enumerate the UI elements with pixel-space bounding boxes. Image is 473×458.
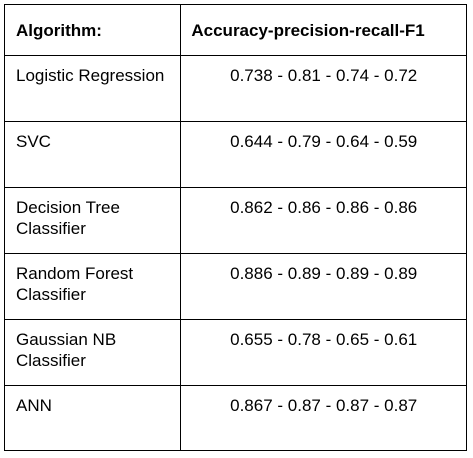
metrics-cell: 0.867 - 0.87 - 0.87 - 0.87 bbox=[180, 385, 467, 451]
metrics-value: 0.886 - 0.89 - 0.89 - 0.89 bbox=[230, 264, 418, 283]
algorithm-header-label: Algorithm: bbox=[16, 21, 102, 40]
algorithm-name: Decision Tree Classifier bbox=[16, 198, 120, 238]
algorithm-name: Logistic Regression bbox=[16, 66, 165, 85]
algorithm-cell: Decision Tree Classifier bbox=[3, 187, 182, 254]
algorithm-name: Gaussian NB Classifier bbox=[16, 330, 117, 370]
metrics-cell: 0.655 - 0.78 - 0.65 - 0.61 bbox=[180, 319, 467, 386]
header-row: Algorithm: Accuracy-precision-recall-F1 bbox=[3, 4, 467, 56]
results-table: Algorithm: Accuracy-precision-recall-F1 … bbox=[3, 4, 467, 451]
metrics-value: 0.738 - 0.81 - 0.74 - 0.72 bbox=[230, 66, 418, 85]
table-row: ANN 0.867 - 0.87 - 0.87 - 0.87 bbox=[3, 385, 467, 451]
metrics-cell: 0.738 - 0.81 - 0.74 - 0.72 bbox=[180, 55, 467, 122]
algorithm-cell: Gaussian NB Classifier bbox=[3, 319, 182, 386]
metrics-header-label: Accuracy-precision-recall-F1 bbox=[191, 21, 425, 40]
algorithm-name: ANN bbox=[16, 396, 52, 415]
algorithm-cell: Random Forest Classifier bbox=[3, 253, 182, 320]
metrics-value: 0.655 - 0.78 - 0.65 - 0.61 bbox=[230, 330, 418, 349]
table-row: Decision Tree Classifier 0.862 - 0.86 - … bbox=[3, 187, 467, 254]
algorithm-name: SVC bbox=[16, 132, 51, 151]
table-row: SVC 0.644 - 0.79 - 0.64 - 0.59 bbox=[3, 121, 467, 188]
algorithm-cell: Logistic Regression bbox=[3, 55, 182, 122]
metrics-cell: 0.862 - 0.86 - 0.86 - 0.86 bbox=[180, 187, 467, 254]
metrics-value: 0.862 - 0.86 - 0.86 - 0.86 bbox=[230, 198, 418, 217]
algorithm-cell: ANN bbox=[3, 385, 182, 451]
table-row: Gaussian NB Classifier 0.655 - 0.78 - 0.… bbox=[3, 319, 467, 386]
metrics-value: 0.867 - 0.87 - 0.87 - 0.87 bbox=[230, 396, 418, 415]
metrics-value: 0.644 - 0.79 - 0.64 - 0.59 bbox=[230, 132, 418, 151]
algorithm-cell: SVC bbox=[3, 121, 182, 188]
algorithm-name: Random Forest Classifier bbox=[16, 264, 134, 304]
algorithm-header: Algorithm: bbox=[3, 4, 182, 56]
metrics-cell: 0.644 - 0.79 - 0.64 - 0.59 bbox=[180, 121, 467, 188]
metrics-cell: 0.886 - 0.89 - 0.89 - 0.89 bbox=[180, 253, 467, 320]
table-row: Random Forest Classifier 0.886 - 0.89 - … bbox=[3, 253, 467, 320]
metrics-header: Accuracy-precision-recall-F1 bbox=[180, 4, 467, 56]
table-row: Logistic Regression 0.738 - 0.81 - 0.74 … bbox=[3, 55, 467, 122]
